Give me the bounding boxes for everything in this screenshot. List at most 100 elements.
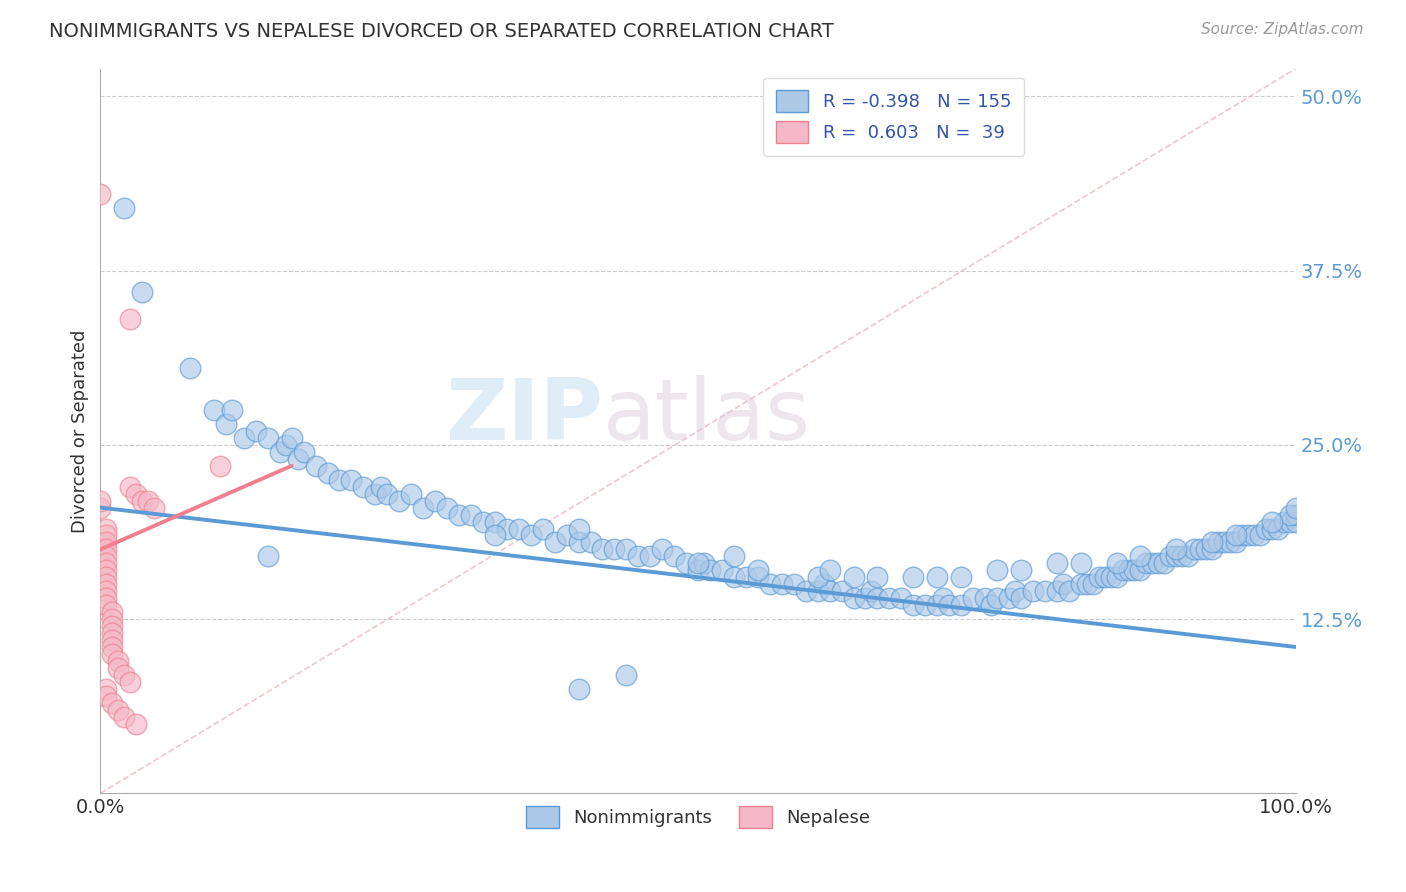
- Point: [1070, 577, 1092, 591]
- Point: [179, 361, 201, 376]
- Point: [1153, 557, 1175, 571]
- Point: [1182, 542, 1205, 557]
- Point: [256, 549, 278, 564]
- Point: [221, 403, 243, 417]
- Point: [1076, 577, 1098, 591]
- Point: [1033, 584, 1056, 599]
- Point: [232, 431, 254, 445]
- Point: [101, 605, 124, 619]
- Point: [747, 570, 769, 584]
- Point: [664, 549, 686, 564]
- Point: [519, 528, 541, 542]
- Point: [1225, 528, 1247, 542]
- Point: [1142, 557, 1164, 571]
- Point: [890, 591, 912, 606]
- Point: [1166, 549, 1188, 564]
- Point: [1099, 570, 1122, 584]
- Point: [980, 598, 1002, 612]
- Point: [136, 493, 159, 508]
- Point: [603, 542, 626, 557]
- Point: [215, 417, 238, 431]
- Point: [96, 563, 118, 577]
- Point: [1129, 563, 1152, 577]
- Point: [96, 570, 118, 584]
- Point: [89, 493, 111, 508]
- Y-axis label: Divorced or Separated: Divorced or Separated: [72, 329, 89, 533]
- Point: [447, 508, 470, 522]
- Point: [1254, 521, 1277, 535]
- Point: [269, 445, 291, 459]
- Point: [1225, 535, 1247, 549]
- Point: [688, 563, 710, 577]
- Point: [1147, 557, 1170, 571]
- Point: [1070, 557, 1092, 571]
- Point: [120, 312, 142, 326]
- Point: [723, 549, 745, 564]
- Point: [388, 493, 411, 508]
- Point: [101, 633, 124, 648]
- Point: [1022, 584, 1045, 599]
- Point: [412, 500, 434, 515]
- Point: [543, 535, 565, 549]
- Point: [1261, 521, 1284, 535]
- Point: [1159, 549, 1181, 564]
- Text: ZIP: ZIP: [444, 375, 603, 458]
- Point: [927, 570, 949, 584]
- Point: [651, 542, 673, 557]
- Point: [855, 591, 877, 606]
- Point: [370, 480, 392, 494]
- Point: [1285, 508, 1308, 522]
- Point: [101, 612, 124, 626]
- Point: [120, 674, 142, 689]
- Point: [711, 563, 734, 577]
- Point: [89, 500, 111, 515]
- Point: [747, 563, 769, 577]
- Point: [627, 549, 650, 564]
- Point: [567, 521, 589, 535]
- Point: [1219, 535, 1241, 549]
- Point: [1010, 563, 1032, 577]
- Point: [950, 570, 973, 584]
- Point: [101, 640, 124, 654]
- Point: [914, 598, 936, 612]
- Point: [1249, 528, 1271, 542]
- Point: [202, 403, 225, 417]
- Point: [274, 438, 297, 452]
- Point: [1105, 557, 1128, 571]
- Point: [304, 458, 326, 473]
- Point: [555, 528, 578, 542]
- Point: [567, 535, 589, 549]
- Point: [125, 716, 148, 731]
- Point: [143, 500, 166, 515]
- Point: [96, 584, 118, 599]
- Point: [1105, 570, 1128, 584]
- Point: [112, 709, 135, 723]
- Point: [1230, 528, 1253, 542]
- Point: [508, 521, 530, 535]
- Point: [927, 598, 949, 612]
- Point: [131, 285, 153, 299]
- Point: [579, 535, 602, 549]
- Point: [1111, 563, 1133, 577]
- Point: [1206, 535, 1229, 549]
- Point: [484, 528, 506, 542]
- Point: [699, 563, 721, 577]
- Point: [208, 458, 231, 473]
- Point: [484, 515, 506, 529]
- Point: [423, 493, 446, 508]
- Point: [101, 696, 124, 710]
- Point: [1094, 570, 1116, 584]
- Point: [1004, 584, 1026, 599]
- Point: [1201, 542, 1223, 557]
- Point: [107, 703, 129, 717]
- Point: [340, 473, 363, 487]
- Point: [986, 563, 1008, 577]
- Point: [1057, 584, 1080, 599]
- Legend: Nonimmigrants, Nepalese: Nonimmigrants, Nepalese: [519, 798, 877, 835]
- Point: [842, 591, 865, 606]
- Point: [831, 584, 853, 599]
- Point: [860, 584, 883, 599]
- Point: [1195, 542, 1218, 557]
- Point: [693, 557, 716, 571]
- Point: [903, 598, 925, 612]
